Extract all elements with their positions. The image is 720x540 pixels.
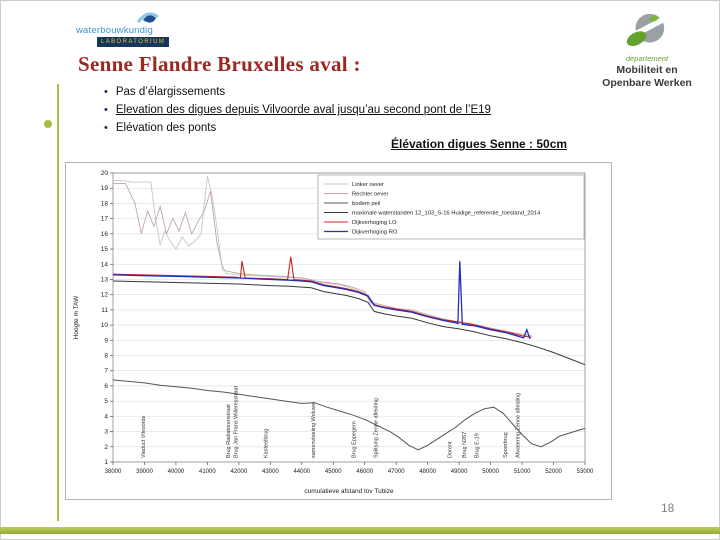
mow-logo-icon	[624, 13, 670, 47]
svg-text:Brug E-19: Brug E-19	[474, 433, 480, 458]
accent-dot	[44, 120, 52, 128]
svg-text:Afwatering Zenne afleiding: Afwatering Zenne afleiding	[515, 393, 521, 458]
bullet-item: • Pas d’élargissements	[104, 86, 624, 98]
page-number: 18	[661, 501, 675, 515]
svg-text:20: 20	[101, 170, 109, 177]
svg-text:45000: 45000	[325, 469, 342, 475]
svg-text:Viaduct Vilvoorde: Viaduct Vilvoorde	[141, 415, 147, 458]
bullet-text: Pas d’élargissements	[115, 86, 226, 98]
bullet-marker: •	[104, 122, 108, 134]
svg-text:15: 15	[101, 246, 109, 253]
x-axis-title: cumulatieve afstand tov Tubize	[304, 488, 394, 495]
mow-logo: departement Mobiliteit en Openbare Werke…	[582, 10, 712, 89]
series-dijkverhoging-ro	[112, 261, 531, 340]
plot-border	[112, 172, 586, 463]
svg-text:Kasteelbrug: Kasteelbrug	[264, 429, 270, 458]
svg-text:4: 4	[104, 413, 108, 420]
waterbouwkundig-logo-icon	[136, 12, 159, 23]
svg-text:18: 18	[101, 200, 109, 207]
waterbouwkundig-logo-text: waterbouwkundig	[76, 25, 153, 36]
svg-text:Linker oever: Linker oever	[352, 182, 384, 188]
svg-text:Brug Jan Frans Willemsstraat: Brug Jan Frans Willemsstraat	[234, 385, 240, 458]
svg-text:Brug Radiatorenstraat: Brug Radiatorenstraat	[226, 404, 232, 458]
chart-caption: Élévation digues Senne : 50cm	[391, 137, 568, 151]
svg-text:42000: 42000	[231, 469, 248, 475]
svg-text:samenvloeiing Woluwe: samenvloeiing Woluwe	[311, 402, 317, 458]
mow-logo-departement: departement	[625, 54, 669, 63]
bullet-text: Elevation des digues depuis Vilvoorde av…	[115, 104, 491, 116]
accent-line	[57, 84, 59, 521]
bullet-list: • Pas d’élargissements • Elevation des d…	[104, 86, 624, 140]
svg-text:8: 8	[104, 353, 108, 360]
svg-text:12: 12	[101, 292, 109, 299]
laboratorium-label: LABORATORIUM	[97, 37, 170, 47]
bullet-item: • Elevation des digues depuis Vilvoorde …	[104, 104, 624, 116]
svg-text:5: 5	[104, 398, 108, 405]
mow-logo-openbare-werken: Openbare Werken	[602, 76, 692, 89]
slide-title: Senne Flandre Bruxelles aval :	[78, 52, 361, 76]
svg-text:19: 19	[101, 185, 109, 192]
svg-text:17: 17	[101, 216, 109, 223]
svg-text:48000: 48000	[419, 469, 436, 475]
svg-text:47000: 47000	[388, 469, 405, 475]
bullet-item: • Elévation des ponts	[104, 122, 624, 134]
svg-text:43000: 43000	[262, 469, 279, 475]
svg-text:2: 2	[104, 444, 108, 451]
svg-text:14: 14	[101, 261, 109, 268]
svg-text:44000: 44000	[293, 469, 310, 475]
svg-text:bodem peil: bodem peil	[352, 201, 380, 207]
svg-text:Dorent: Dorent	[448, 441, 454, 458]
svg-text:Rechter oever: Rechter oever	[352, 192, 388, 198]
svg-text:40000: 40000	[168, 469, 185, 475]
svg-text:Brug Eppegem: Brug Eppegem	[352, 421, 358, 458]
svg-text:39000: 39000	[136, 469, 153, 475]
svg-text:46000: 46000	[356, 469, 373, 475]
svg-text:Dijkverhoging RO: Dijkverhoging RO	[352, 230, 398, 236]
series-rechter-oever	[113, 183, 532, 337]
svg-text:Splitsing Zenne afleiding: Splitsing Zenne afleiding	[374, 398, 380, 458]
waterbouwkundig-logo: waterbouwkundig LABORATORIUM	[76, 12, 206, 52]
svg-text:10: 10	[101, 322, 109, 329]
svg-text:11: 11	[101, 307, 108, 314]
bullet-marker: •	[104, 86, 108, 98]
series-bodem-peil	[112, 379, 586, 451]
mow-logo-mobiliteit: Mobiliteit en	[616, 64, 678, 76]
svg-text:50000: 50000	[482, 469, 499, 475]
svg-text:52000: 52000	[545, 469, 562, 475]
svg-text:Dijkverhoging LO: Dijkverhoging LO	[352, 220, 397, 226]
elevation-chart: 1 2 3 4 5 6 7 8 9 10 11 12 13 14 15 16 17 18 19 20 38000 3900…	[65, 162, 612, 500]
chart-structure-labels: Viaduct Vilvoorde Brug Radiatorenstraat Br…	[141, 385, 521, 458]
svg-text:13: 13	[101, 276, 109, 283]
y-axis-title: Hoogte m TAW	[73, 295, 80, 339]
svg-text:Spoorbrug: Spoorbrug	[503, 432, 509, 458]
svg-text:9: 9	[104, 337, 108, 344]
svg-text:51000: 51000	[514, 469, 531, 475]
chart-legend: Linker oever Rechter oever bodem peil maxim…	[317, 174, 585, 240]
svg-text:7: 7	[104, 368, 108, 375]
svg-text:1: 1	[104, 459, 108, 466]
svg-text:49000: 49000	[451, 469, 468, 475]
svg-text:41000: 41000	[199, 469, 216, 475]
svg-text:16: 16	[101, 231, 109, 238]
svg-text:3: 3	[104, 429, 108, 436]
bottom-accent-bar	[0, 527, 720, 534]
svg-text:maximale waterstanden 12_103_S: maximale waterstanden 12_103_S-16 Huidig…	[352, 211, 541, 217]
svg-text:53000: 53000	[577, 469, 594, 475]
bullet-marker: •	[104, 104, 108, 116]
svg-text:38000: 38000	[105, 469, 122, 475]
svg-text:Brug N267: Brug N267	[462, 432, 468, 458]
series-maximale-waterstanden-12-103-s-16-huidig	[112, 280, 586, 366]
bullet-text: Elévation des ponts	[115, 122, 217, 134]
svg-text:6: 6	[104, 383, 108, 390]
